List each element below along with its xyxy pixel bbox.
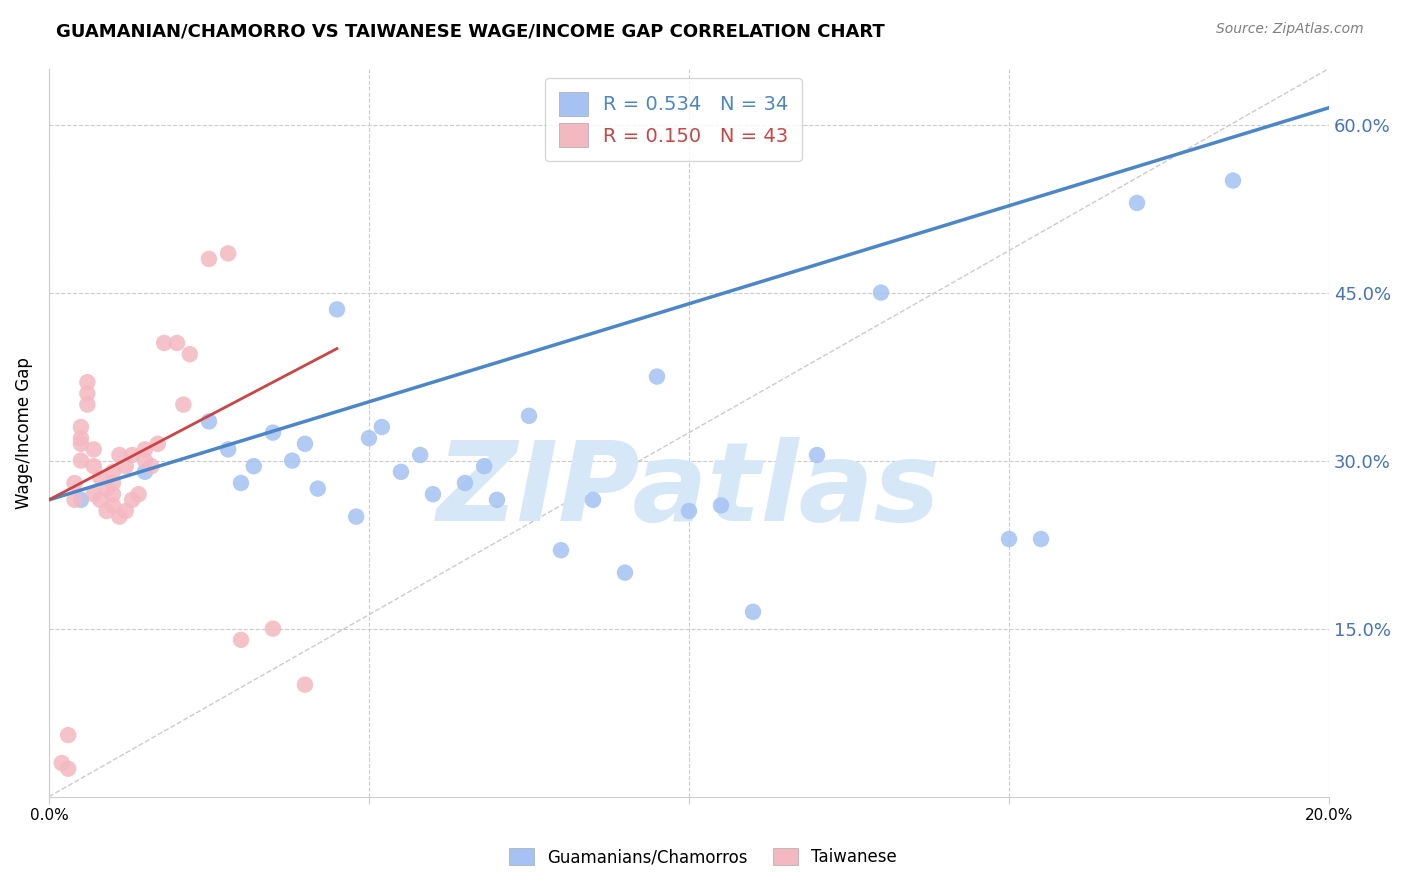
Point xyxy=(76,375,98,389)
Point xyxy=(870,285,893,300)
Y-axis label: Wage/Income Gap: Wage/Income Gap xyxy=(15,357,32,508)
Point xyxy=(806,448,828,462)
Point xyxy=(70,437,93,451)
Point xyxy=(101,465,124,479)
Point xyxy=(51,756,73,770)
Point xyxy=(76,386,98,401)
Point xyxy=(998,532,1021,546)
Point xyxy=(114,459,136,474)
Point xyxy=(134,453,156,467)
Point xyxy=(172,398,194,412)
Point xyxy=(89,492,111,507)
Point xyxy=(134,465,156,479)
Point xyxy=(326,302,349,317)
Point xyxy=(357,431,380,445)
Point xyxy=(114,504,136,518)
Point xyxy=(710,499,733,513)
Point xyxy=(101,487,124,501)
Point xyxy=(70,492,93,507)
Point xyxy=(1029,532,1052,546)
Point xyxy=(229,475,252,490)
Point xyxy=(141,459,163,474)
Point xyxy=(422,487,444,501)
Point xyxy=(281,453,304,467)
Point xyxy=(179,347,201,361)
Point xyxy=(121,492,143,507)
Point xyxy=(678,504,700,518)
Point xyxy=(242,459,264,474)
Point xyxy=(217,246,239,260)
Point xyxy=(63,492,86,507)
Point xyxy=(70,431,93,445)
Point xyxy=(56,728,79,742)
Point xyxy=(614,566,637,580)
Point xyxy=(307,482,329,496)
Text: ZIPatlas: ZIPatlas xyxy=(437,437,941,544)
Point xyxy=(70,453,93,467)
Text: Source: ZipAtlas.com: Source: ZipAtlas.com xyxy=(1216,22,1364,37)
Point xyxy=(742,605,765,619)
Point xyxy=(198,252,221,266)
Point xyxy=(146,437,169,451)
Point xyxy=(550,543,572,558)
Point xyxy=(76,398,98,412)
Point xyxy=(485,492,508,507)
Point xyxy=(409,448,432,462)
Point xyxy=(582,492,605,507)
Point xyxy=(63,475,86,490)
Point xyxy=(294,678,316,692)
Point xyxy=(454,475,477,490)
Point xyxy=(262,425,284,440)
Legend: R = 0.534   N = 34, R = 0.150   N = 43: R = 0.534 N = 34, R = 0.150 N = 43 xyxy=(546,78,803,161)
Point xyxy=(344,509,367,524)
Point xyxy=(56,762,79,776)
Point xyxy=(645,369,668,384)
Point xyxy=(83,459,105,474)
Point xyxy=(70,420,93,434)
Legend: Guamanians/Chamorros, Taiwanese: Guamanians/Chamorros, Taiwanese xyxy=(501,840,905,875)
Point xyxy=(229,632,252,647)
Point xyxy=(389,465,412,479)
Point xyxy=(96,482,118,496)
Point xyxy=(89,470,111,484)
Point xyxy=(153,336,176,351)
Point xyxy=(472,459,495,474)
Point xyxy=(101,499,124,513)
Point xyxy=(1222,173,1244,187)
Point xyxy=(83,487,105,501)
Point xyxy=(294,437,316,451)
Point xyxy=(262,622,284,636)
Point xyxy=(166,336,188,351)
Point xyxy=(108,509,131,524)
Point xyxy=(101,475,124,490)
Point xyxy=(371,420,394,434)
Point xyxy=(121,448,143,462)
Point xyxy=(1126,196,1149,211)
Point xyxy=(517,409,540,423)
Point xyxy=(134,442,156,457)
Point xyxy=(198,414,221,428)
Point xyxy=(83,442,105,457)
Text: GUAMANIAN/CHAMORRO VS TAIWANESE WAGE/INCOME GAP CORRELATION CHART: GUAMANIAN/CHAMORRO VS TAIWANESE WAGE/INC… xyxy=(56,22,884,40)
Point xyxy=(96,504,118,518)
Point xyxy=(128,487,150,501)
Point xyxy=(108,448,131,462)
Point xyxy=(217,442,239,457)
